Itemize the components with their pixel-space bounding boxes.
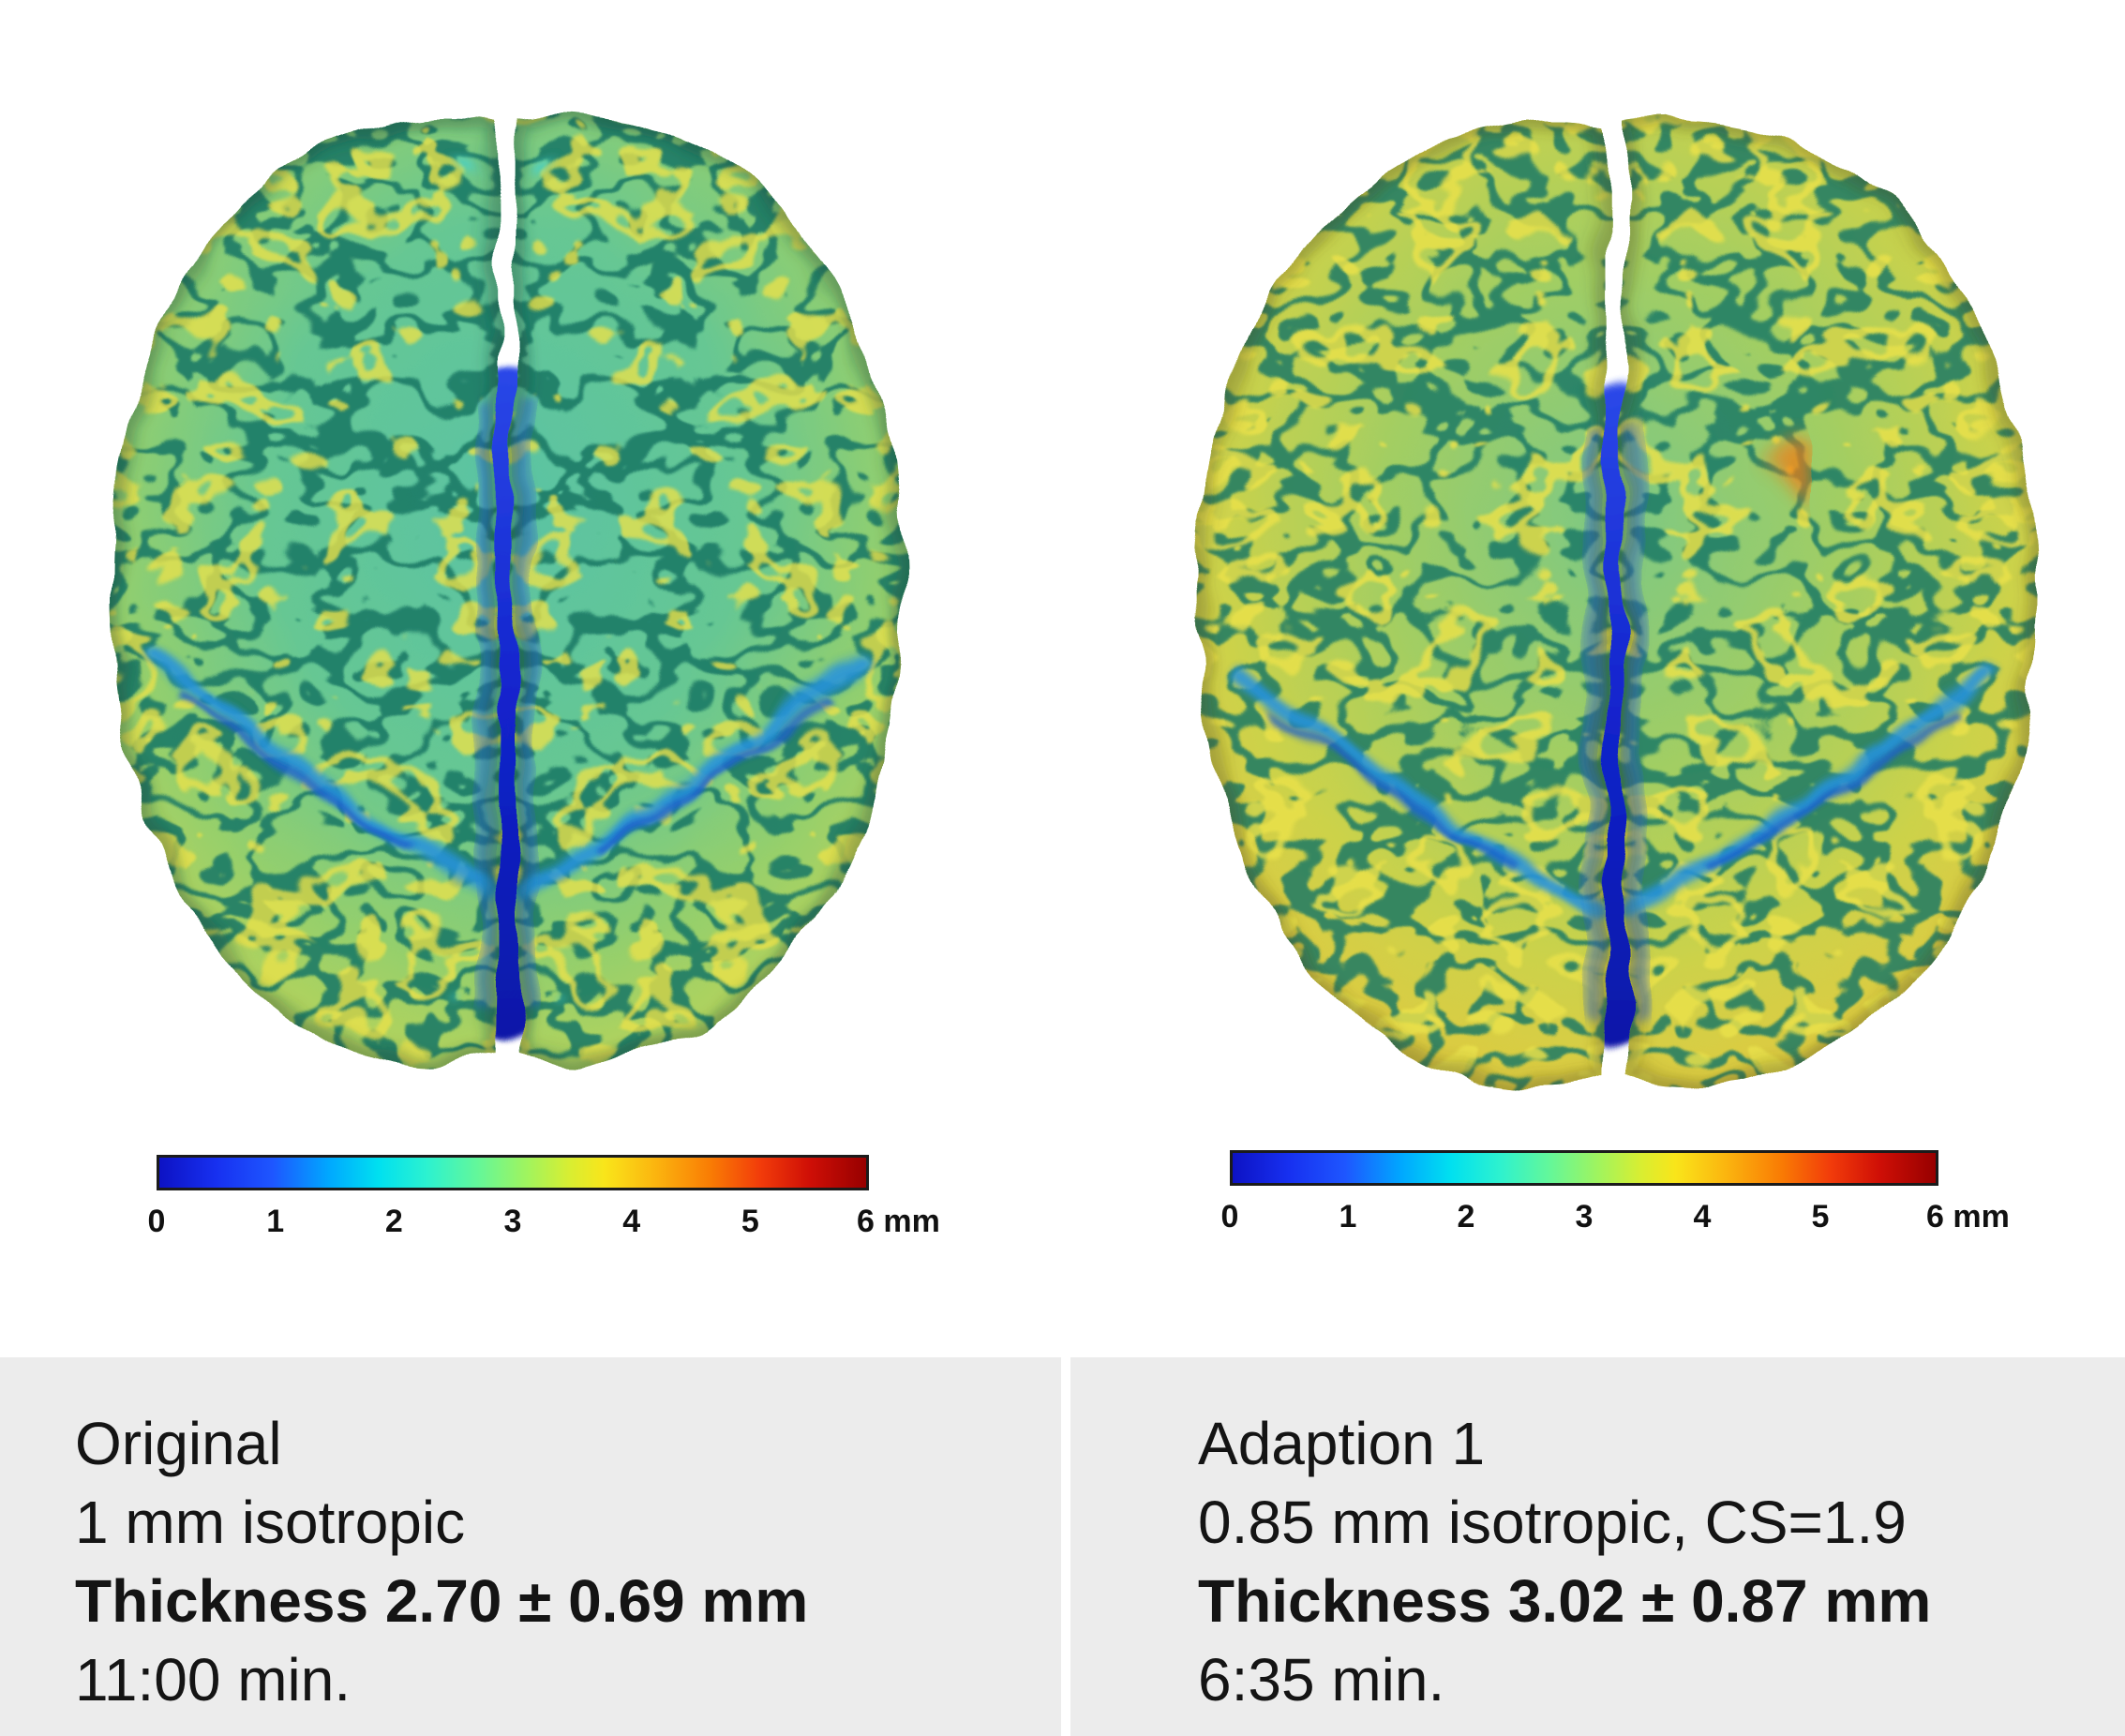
scan-time-label: 11:00 min.	[75, 1646, 352, 1714]
colorbar-tick-unit: 6 mm	[1926, 1199, 2010, 1235]
central-sulcus-highlight	[1624, 666, 2000, 921]
colorbar-original: 0 1 2 3 4 5 6 mm	[148, 1155, 940, 1245]
colorbar-ticks: 0 1 2 3 4 5 6 mm	[1221, 1199, 2010, 1240]
colorbar-tick: 1	[1339, 1199, 1357, 1235]
colorbar-adaption1: 0 1 2 3 4 5 6 mm	[1221, 1150, 2010, 1240]
colorbar-tick: 1	[266, 1204, 285, 1239]
colorbar-gradient	[157, 1155, 869, 1190]
colorbar-tick: 3	[1575, 1199, 1594, 1235]
colorbar-tick: 2	[1457, 1199, 1475, 1235]
central-sulcus-highlight	[143, 651, 498, 902]
thick-cortex-patch	[1624, 213, 1803, 886]
colorbar-tick: 4	[622, 1204, 641, 1239]
colorbar-tick-unit: 6 mm	[857, 1204, 940, 1239]
scan-time-label: 6:35 min.	[1198, 1646, 1445, 1714]
panel-title: Original	[75, 1410, 282, 1477]
colorbar-ticks: 0 1 2 3 4 5 6 mm	[148, 1204, 940, 1245]
thick-cortex-patch	[1427, 213, 1607, 886]
central-sulcus-highlight	[1230, 666, 1607, 921]
colorbar-tick: 3	[503, 1204, 522, 1239]
panel-title: Adaption 1	[1198, 1410, 1486, 1477]
brain-render-adaption1	[1197, 119, 2038, 1086]
resolution-label: 1 mm isotropic	[75, 1489, 466, 1556]
colorbar-tick: 5	[1811, 1199, 1830, 1235]
caption-panel-adaption1: Adaption 1 0.85 mm isotropic, CS=1.9 Thi…	[1070, 1357, 2125, 1736]
colorbar-tick: 5	[741, 1204, 759, 1239]
colorbar-tick: 4	[1693, 1199, 1712, 1235]
thickness-label: Thickness 3.02 ± 0.87 mm	[1198, 1567, 1932, 1635]
brain-image-adaption1	[1170, 98, 2060, 1097]
resolution-label: 0.85 mm isotropic, CS=1.9	[1198, 1489, 1907, 1556]
thickness-label: Thickness 2.70 ± 0.69 mm	[75, 1567, 809, 1635]
brain-image-original	[86, 92, 925, 1074]
caption-panel-original: Original 1 mm isotropic Thickness 2.70 ±…	[0, 1357, 1061, 1736]
brain-render-original	[112, 112, 904, 1065]
colorbar-gradient	[1230, 1150, 1938, 1186]
central-sulcus-highlight	[514, 651, 868, 902]
colorbar-tick: 0	[1220, 1199, 1239, 1235]
colorbar-tick: 0	[147, 1204, 166, 1239]
colorbar-tick: 2	[384, 1204, 403, 1239]
